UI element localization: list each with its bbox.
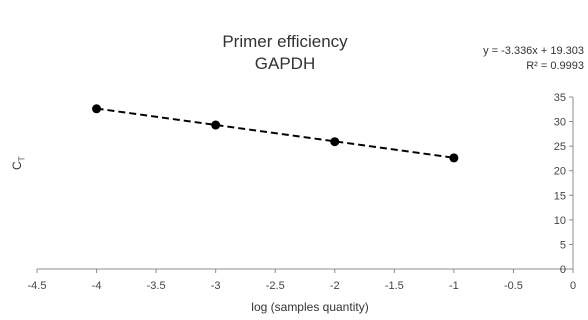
y-tick-label: 35	[554, 92, 566, 104]
y-tick-label: 15	[554, 190, 566, 202]
chart-title: Primer efficiency	[222, 32, 348, 51]
y-tick-label: 25	[554, 141, 566, 153]
x-tick-label: -4	[92, 280, 102, 292]
x-tick-label: -1	[449, 280, 459, 292]
x-tick-label: -4.5	[28, 280, 47, 292]
trendline	[96, 107, 455, 159]
y-tick-label: 20	[554, 166, 566, 178]
trendline-r-squared: R² = 0.9993	[526, 60, 584, 72]
trendline-equation: y = -3.336x + 19.303	[483, 45, 584, 57]
x-tick-label: -2.5	[266, 280, 285, 292]
x-tick-label: -3	[211, 280, 221, 292]
x-tick-label: -2	[330, 280, 340, 292]
y-tick-label: 10	[554, 215, 566, 227]
chart-subtitle: GAPDH	[254, 54, 316, 73]
x-tick-label: -1.5	[385, 280, 404, 292]
data-point	[330, 137, 340, 147]
data-point	[211, 120, 221, 130]
y-axis-label: CT	[10, 156, 27, 170]
data-point	[449, 153, 459, 163]
x-tick-label: -0.5	[504, 280, 523, 292]
y-tick-label: 5	[560, 239, 566, 251]
y-tick-label: 0	[560, 264, 566, 276]
x-axis-label: log (samples quantity)	[251, 300, 369, 314]
data-point	[92, 104, 102, 114]
x-tick-label: 0	[570, 280, 576, 292]
x-tick-label: -3.5	[147, 280, 166, 292]
y-tick-label: 30	[554, 117, 566, 129]
